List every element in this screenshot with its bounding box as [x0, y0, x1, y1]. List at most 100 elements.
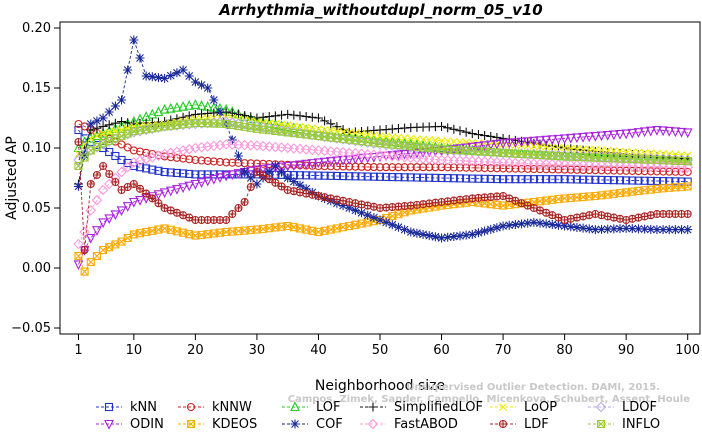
data-point-simplifiedlof [289, 110, 299, 120]
data-point-cof [104, 107, 114, 117]
data-point-odin [295, 160, 305, 171]
data-point-cof [572, 222, 582, 232]
y-tick-label: 0.05 [22, 201, 51, 216]
data-point-simplifiedlof [326, 119, 336, 129]
data-point-cof [190, 77, 200, 87]
data-point-loop [560, 144, 569, 152]
data-point-knnw [228, 158, 237, 167]
data-point-knnw [603, 166, 612, 175]
data-point-knn [431, 173, 440, 182]
data-point-simplifiedlof [467, 129, 477, 139]
data-point-knnw [468, 163, 477, 172]
legend-marker-ldof [595, 401, 607, 413]
data-point-odin [172, 184, 182, 195]
data-point-cof [455, 231, 465, 241]
data-point-fastabod [183, 143, 195, 155]
data-point-odin [645, 126, 656, 137]
data-point-odin [73, 260, 84, 271]
data-point-knnw [339, 162, 348, 171]
data-point-cof [123, 65, 133, 75]
data-point-knn [585, 175, 594, 184]
data-point-knn [579, 175, 588, 184]
data-point-knnw [160, 152, 169, 161]
data-point-cof [547, 220, 557, 230]
data-point-knn [437, 173, 446, 183]
data-point-ldf [265, 175, 274, 184]
data-point-knnw [462, 163, 471, 172]
data-point-knnw [523, 164, 532, 173]
data-point-odin [492, 139, 502, 150]
data-point-simplifiedlof [283, 109, 293, 119]
data-point-knnw [646, 167, 655, 176]
legend-item-inflo: INFLO [588, 417, 660, 432]
data-point-ldf [154, 199, 163, 208]
data-point-knn [492, 175, 501, 184]
data-point-odin [627, 128, 638, 139]
data-point-cof [184, 71, 194, 81]
data-point-knnw [240, 159, 249, 168]
data-point-lof [110, 123, 121, 133]
data-point-cof [400, 225, 410, 235]
data-point-knn [443, 174, 452, 183]
data-point-ldf [105, 169, 114, 179]
data-point-cof [658, 225, 668, 235]
legend-label-ldof: LDOF [622, 400, 657, 415]
data-point-ldf [86, 179, 95, 189]
data-point-fastabod [171, 146, 183, 157]
data-point-knn [197, 170, 206, 179]
data-point-knn [179, 169, 188, 178]
data-point-knn [425, 173, 434, 182]
data-point-knnw [548, 165, 557, 174]
data-point-ldf [271, 178, 280, 187]
data-point-loop [425, 135, 434, 144]
data-point-knn [400, 173, 409, 182]
data-point-knn [505, 175, 514, 184]
data-point-cof [517, 219, 527, 229]
y-tick-label: −0.05 [11, 321, 51, 336]
data-point-ldf [74, 137, 83, 147]
data-point-ldf [240, 197, 249, 207]
data-point-odin [313, 158, 324, 169]
data-point-knnw [511, 164, 520, 173]
data-point-cof [240, 167, 250, 177]
data-point-loop [99, 129, 107, 138]
data-point-inflo [683, 157, 692, 166]
legend-item-cof: COF [282, 417, 343, 432]
data-point-fastabod [73, 238, 84, 250]
legend-item-ldf: LDF [490, 417, 549, 432]
data-point-knnw [499, 164, 508, 173]
data-point-knn [480, 174, 489, 183]
data-point-odin [245, 166, 256, 177]
data-point-simplifiedlof [313, 113, 323, 123]
data-point-odin [227, 170, 238, 181]
data-point-knn [615, 176, 625, 185]
data-point-lof [196, 100, 207, 110]
data-point-knn [591, 175, 600, 184]
data-point-fastabod [153, 150, 164, 161]
legend-marker-fastabod [367, 418, 379, 430]
legend-marker-ldf [498, 419, 508, 429]
data-point-knn [628, 176, 637, 185]
data-point-lof [184, 100, 195, 110]
data-point-fastabod [165, 147, 177, 159]
x-tick-label: 50 [372, 343, 389, 358]
data-point-cof [553, 220, 563, 230]
data-point-knn [523, 175, 532, 184]
legend-label-odin: ODIN [130, 417, 164, 432]
data-point-cof [609, 224, 619, 234]
data-point-odin [498, 139, 508, 149]
data-point-knn [363, 172, 372, 181]
data-point-knnw [683, 167, 692, 177]
data-point-cof [147, 72, 157, 82]
legend-marker-odin [104, 419, 114, 430]
legend-marker-lof [290, 401, 300, 412]
data-point-loop [413, 134, 421, 143]
data-point-cof [172, 68, 182, 78]
data-point-knnw [560, 165, 569, 174]
data-point-cof [166, 71, 176, 81]
data-point-odin [639, 127, 650, 138]
data-point-ldf [259, 171, 268, 180]
data-point-loop [622, 147, 631, 156]
data-point-cof [603, 224, 613, 234]
data-point-knn [468, 174, 477, 183]
